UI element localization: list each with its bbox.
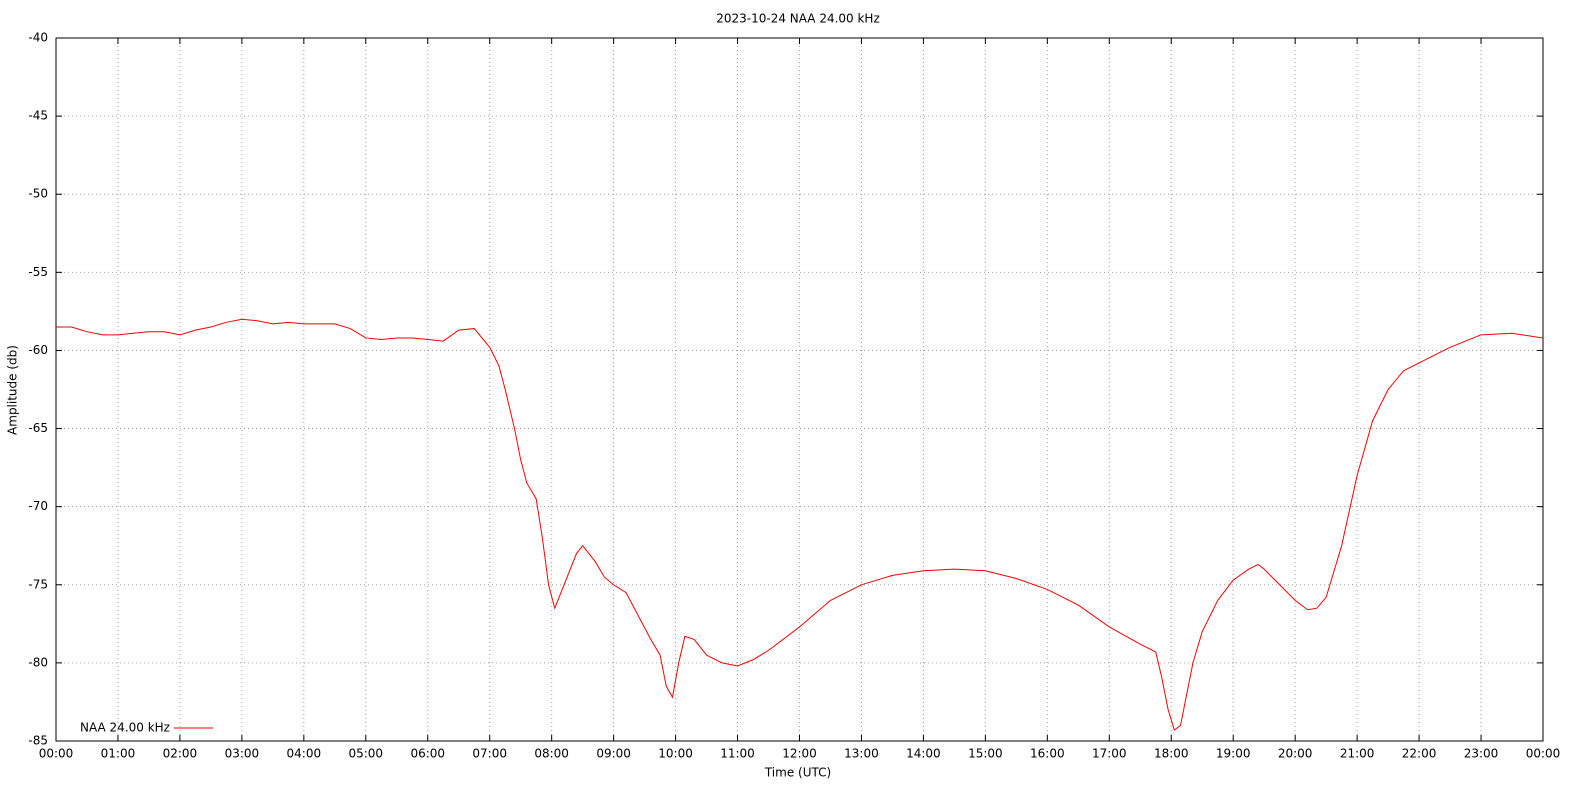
y-tick-label: -75: [28, 577, 48, 591]
x-tick-label: 18:00: [1154, 747, 1189, 761]
y-tick-label: -55: [28, 265, 48, 279]
plot-frame: [55, 37, 1544, 742]
x-tick-label: 12:00: [782, 747, 817, 761]
x-tick-label: 16:00: [1030, 747, 1065, 761]
y-tick-label: -80: [28, 655, 48, 669]
x-tick-label: 10:00: [658, 747, 693, 761]
y-axis-label: Amplitude (db): [6, 345, 20, 435]
x-tick-label: 04:00: [287, 747, 322, 761]
x-tick-label: 14:00: [906, 747, 941, 761]
x-tick-label: 20:00: [1278, 747, 1313, 761]
x-tick-label: 05:00: [348, 747, 383, 761]
x-tick-label: 02:00: [163, 747, 198, 761]
x-tick-label: 13:00: [844, 747, 879, 761]
x-tick-label: 01:00: [101, 747, 136, 761]
x-tick-label: 23:00: [1464, 747, 1499, 761]
x-tick-label: 03:00: [225, 747, 260, 761]
legend-label: NAA 24.00 kHz: [80, 721, 170, 735]
x-tick-label: 06:00: [410, 747, 445, 761]
x-tick-label: 21:00: [1340, 747, 1375, 761]
x-tick-label: 17:00: [1092, 747, 1127, 761]
x-tick-label: 00:00: [1526, 747, 1561, 761]
chart-title: 2023-10-24 NAA 24.00 kHz: [716, 12, 880, 26]
y-tick-label: -45: [28, 109, 48, 123]
data-line: [56, 318, 1544, 731]
y-tick-label: -65: [28, 421, 48, 435]
x-axis-label: Time (UTC): [764, 766, 831, 780]
x-tick-label: 19:00: [1216, 747, 1251, 761]
y-tick-label: -40: [28, 31, 48, 45]
y-tick-label: -70: [28, 499, 48, 513]
x-tick-label: 09:00: [596, 747, 631, 761]
y-tick-label: -85: [28, 734, 48, 748]
x-tick-label: 22:00: [1402, 747, 1437, 761]
x-tick-label: 08:00: [534, 747, 569, 761]
x-tick-label: 07:00: [472, 747, 507, 761]
y-tick-label: -50: [28, 187, 48, 201]
x-tick-label: 15:00: [968, 747, 1003, 761]
y-tick-label: -60: [28, 343, 48, 357]
x-tick-label: 00:00: [39, 747, 74, 761]
x-tick-label: 11:00: [720, 747, 755, 761]
